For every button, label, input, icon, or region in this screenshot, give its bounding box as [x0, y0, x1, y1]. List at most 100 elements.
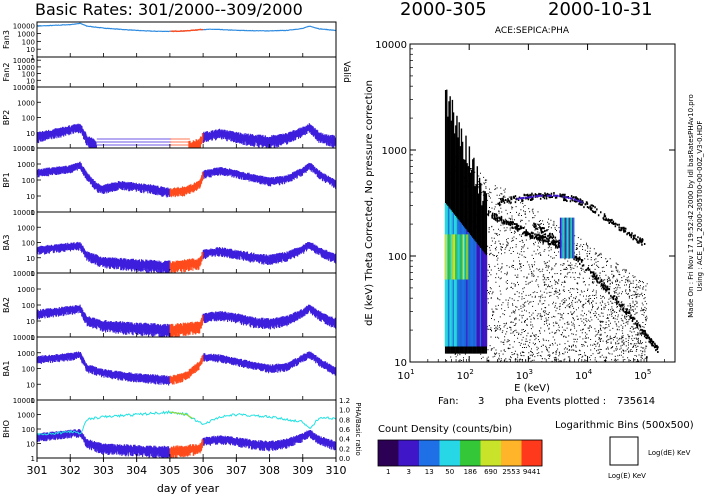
legend-label: 690 — [484, 468, 497, 476]
panel-label: Fan3 — [2, 30, 11, 49]
y-tick-label: 100 — [22, 71, 35, 79]
y-tick-label: 100 — [22, 177, 35, 185]
legend-label: 1 — [386, 468, 390, 476]
y-tick-label: 10 — [26, 130, 35, 138]
pha-track-upper — [497, 192, 646, 246]
pha-x-tick-exp: 5 — [647, 368, 651, 376]
y-tick-label: 1 — [31, 455, 35, 463]
rate-points-highlight — [169, 252, 204, 273]
y-tick-label: 1000 — [17, 64, 35, 72]
fan-value: 3 — [478, 396, 484, 407]
y-tick-label: 10 — [26, 318, 35, 326]
legend-label: 186 — [464, 468, 478, 476]
ratio-line — [36, 410, 337, 436]
pha-y-label: dE (keV) Theta Corrected, No pressure co… — [364, 80, 375, 326]
ratio-tick-label: 0.4 — [339, 436, 351, 444]
x-tick-label: 309 — [292, 464, 313, 477]
x-tick-label: 303 — [93, 464, 114, 477]
legend-swatch — [460, 440, 481, 466]
panel-label: BHO — [2, 420, 11, 438]
x-tick-label: 304 — [126, 464, 147, 477]
pha-y-tick-label: 10 — [394, 358, 407, 369]
pha-x-tick-base: 10 — [457, 371, 470, 382]
panel-label: BP2 — [2, 110, 11, 125]
pha-x-tick-base: 10 — [516, 371, 529, 382]
x-tick-label: 306 — [193, 464, 214, 477]
y-tick-label: 1 — [31, 54, 35, 62]
panel-label: BA2 — [2, 297, 11, 313]
rate-points — [36, 123, 337, 148]
y-tick-label: 1000 — [17, 99, 35, 107]
panel-bp1: 10000 1000 100 10 1 BP1 — [2, 145, 337, 217]
x-tick-label: 308 — [259, 464, 280, 477]
right-date-label: 2000-10-31 — [548, 0, 653, 20]
y-tick-label: 10000 — [13, 334, 35, 342]
rate-floor-highlight — [170, 138, 190, 146]
y-tick-label: 10 — [26, 77, 35, 85]
pha-x-tick-base: 10 — [575, 371, 588, 382]
rate-points-highlight — [169, 314, 204, 337]
panel-frame — [36, 336, 337, 401]
panel-label: Fan2 — [2, 63, 11, 82]
rate-floor — [96, 138, 172, 146]
legend-swatch — [378, 440, 399, 466]
panel-label: BA3 — [2, 234, 11, 250]
y-tick-label: 10 — [26, 255, 35, 263]
pha-x-label: E (keV) — [514, 383, 550, 394]
rate-line-highlight — [170, 28, 204, 33]
pha-track-mid — [487, 210, 572, 255]
pha-frame — [409, 43, 676, 363]
legend-label: 3 — [407, 468, 411, 476]
fan-label: Fan: — [438, 396, 459, 407]
y-tick-label: 10 — [26, 381, 35, 389]
legend-swatch — [398, 440, 420, 466]
x-tick-label: 301 — [27, 464, 48, 477]
pha-x-tick-label: 103 — [516, 368, 533, 382]
y-tick-label: 10000 — [13, 145, 35, 153]
basic-rates-x-label: day of year — [157, 482, 220, 495]
panel-frame — [36, 56, 337, 88]
bins-title: Logarithmic Bins (500x500) — [555, 420, 694, 431]
y-tick-label: 1 — [31, 270, 35, 278]
color-legend: 1 3 13 50 186 690 2553 9441 — [377, 439, 543, 476]
y-tick-label: 1 — [31, 334, 35, 342]
pha-x-tick-label: 101 — [397, 368, 414, 382]
y-tick-label: 1 — [31, 145, 35, 153]
legend-swatch — [439, 440, 461, 466]
y-tick-label: 100 — [22, 426, 35, 434]
pha-x-tick-exp: 2 — [469, 368, 473, 376]
y-tick-label: 1 — [31, 209, 35, 217]
ratio-line-alt — [169, 411, 194, 420]
y-tick-label: 100 — [22, 115, 35, 123]
y-tick-label: 10 — [26, 193, 35, 201]
x-tick-label: 307 — [226, 464, 247, 477]
y-tick-label: 1000 — [17, 412, 35, 420]
y-tick-label: 100 — [22, 240, 35, 248]
legend-label: 13 — [425, 468, 434, 476]
ratio-axis-label: PHA/Basic ratio — [354, 402, 362, 456]
pha-y-tick-label: 100 — [388, 252, 407, 263]
x-tick-label: 310 — [326, 464, 347, 477]
y-tick-label: 10 — [26, 441, 35, 449]
panel-label: BA1 — [2, 360, 11, 376]
legend-swatch — [480, 440, 502, 466]
panel-ba1: 10000 1000 100 10 1 BA1 — [2, 334, 337, 405]
y-tick-label: 10000 — [13, 57, 35, 65]
panel-frame — [36, 21, 337, 58]
events-value: 735614 — [617, 396, 655, 407]
bin-y-label: Log(dE) KeV — [648, 449, 691, 457]
pha-y-tick-label: 10000 — [375, 40, 407, 51]
bin-box — [609, 436, 639, 466]
panel-ba3: 10000 1000 100 10 1 BA3 — [2, 209, 337, 278]
panel-label: BP1 — [2, 172, 11, 187]
rate-points — [36, 351, 337, 386]
y-tick-label: 1000 — [17, 350, 35, 358]
pha-track-lower — [533, 222, 659, 353]
pha-title: ACE:SEPICA:PHA — [495, 26, 570, 36]
panel-frame — [36, 399, 337, 459]
legend-swatch — [521, 440, 543, 466]
legend-frame — [377, 439, 543, 467]
ratio-tick-label: 0.8 — [339, 416, 350, 424]
pha-x-tick-label: 102 — [457, 368, 474, 382]
